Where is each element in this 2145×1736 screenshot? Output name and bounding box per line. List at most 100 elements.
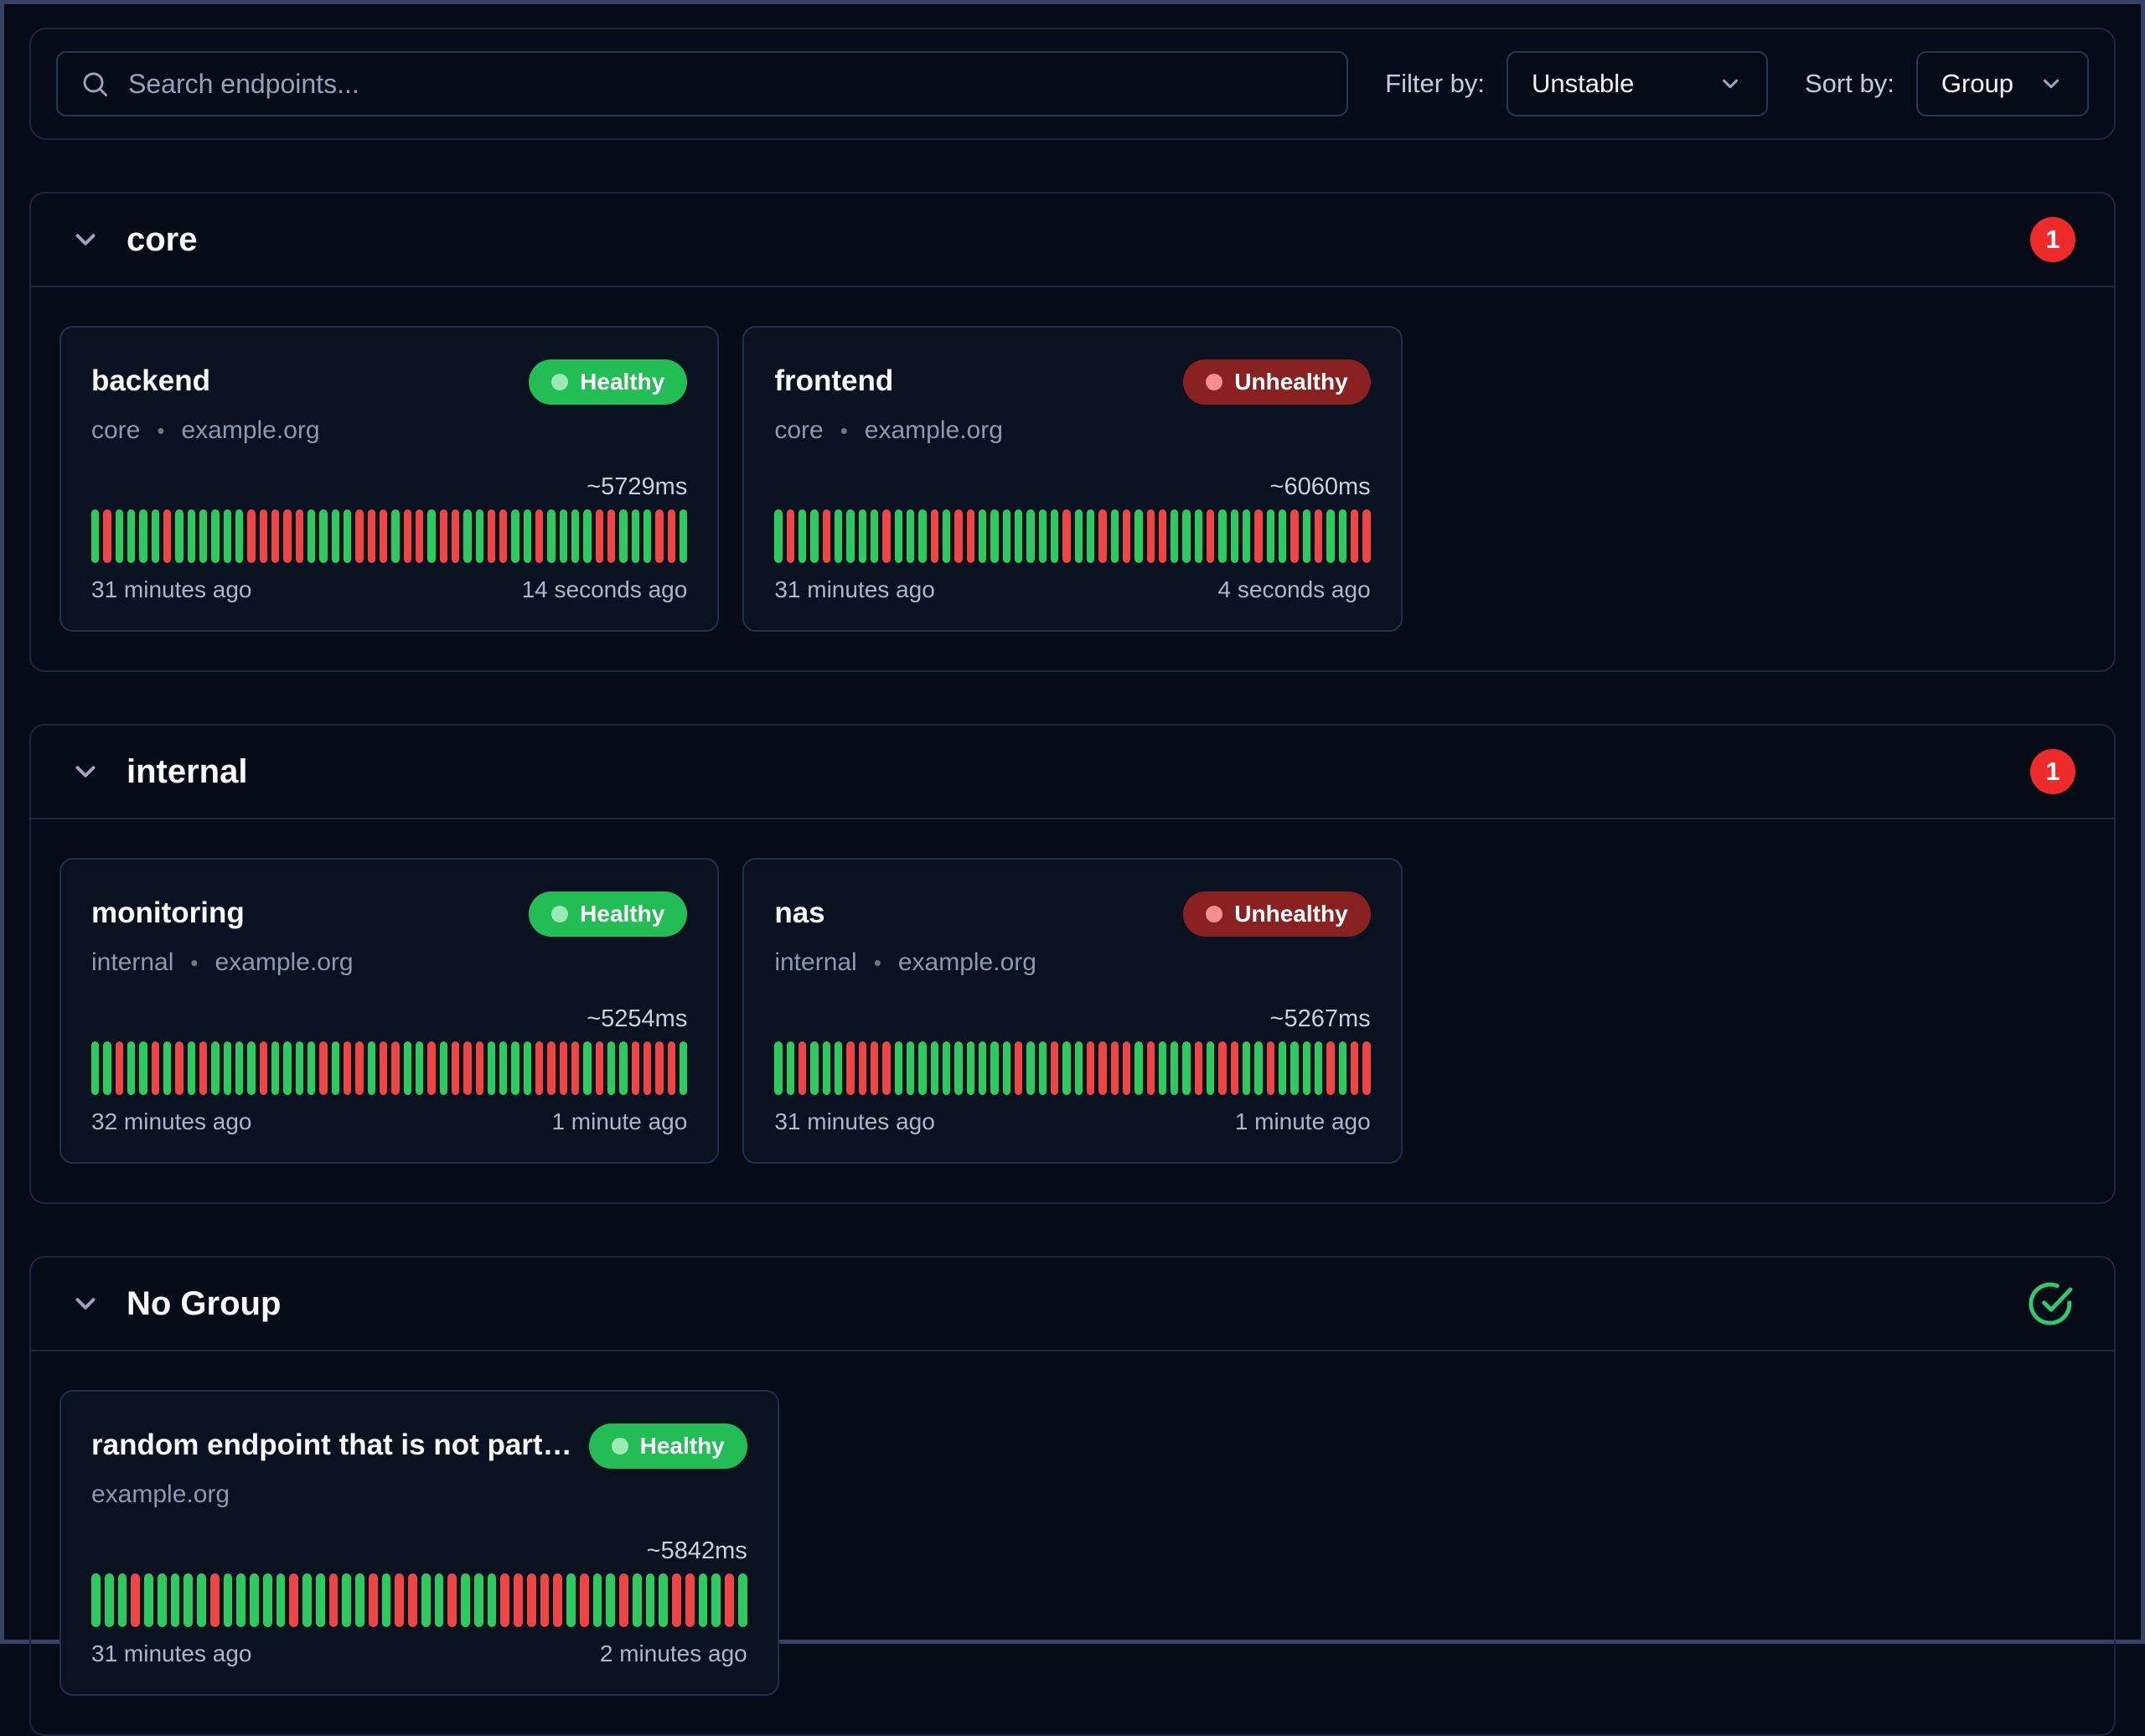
health-bar-down — [151, 1041, 159, 1095]
health-bar-up — [473, 1573, 483, 1627]
health-bar-up — [439, 1041, 447, 1095]
group-panel: core 1 backend Healthy core • example.org … — [29, 192, 2116, 672]
health-bar-up — [954, 1041, 963, 1095]
group-header[interactable]: No Group — [31, 1258, 2114, 1351]
chevron-down-icon — [75, 1298, 96, 1310]
health-bar-up — [774, 1041, 783, 1095]
endpoint-card[interactable]: frontend Unhealthy core • example.org ~606… — [742, 326, 1403, 632]
health-bar-up — [698, 1573, 708, 1627]
health-bar-up — [403, 1041, 411, 1095]
health-bar-down — [1146, 509, 1155, 563]
status-badge: Healthy — [529, 891, 688, 937]
health-bar-down — [1146, 1041, 1155, 1095]
status-badge: Unhealthy — [1183, 359, 1371, 405]
filter-select-value: Unstable — [1532, 69, 1635, 98]
status-dot-icon — [551, 374, 569, 390]
health-bar-down — [1266, 1041, 1275, 1095]
health-bar-up — [343, 509, 352, 563]
health-bar-down — [379, 509, 388, 563]
health-bar-down — [667, 509, 676, 563]
health-bar-up — [966, 1041, 974, 1095]
health-bar-down — [954, 509, 963, 563]
health-bar-up — [1326, 509, 1335, 563]
uptime-history-chart — [774, 509, 1371, 563]
health-bar-down — [391, 1041, 400, 1095]
health-bar-up — [786, 1041, 794, 1095]
health-bar-up — [487, 1573, 497, 1627]
health-bar-down — [209, 1573, 220, 1627]
search-input[interactable] — [128, 68, 1326, 100]
health-bar-down — [103, 509, 111, 563]
health-bar-up — [1315, 1041, 1323, 1095]
health-bar-up — [302, 1573, 312, 1627]
health-bar-down — [798, 1041, 807, 1095]
health-bar-up — [990, 1041, 999, 1095]
health-bar-down — [595, 1041, 604, 1095]
endpoint-card[interactable]: nas Unhealthy internal • example.org ~5267… — [742, 858, 1403, 1164]
health-bar-up — [391, 509, 400, 563]
newest-timestamp: 1 minute ago — [551, 1108, 688, 1134]
meta-part: core — [91, 416, 141, 444]
filter-select[interactable]: Unstable — [1507, 51, 1768, 116]
history-range: 31 minutes ago 4 seconds ago — [774, 576, 1370, 603]
health-bar-down — [319, 1041, 328, 1095]
health-bar-up — [1038, 509, 1047, 563]
health-bar-down — [966, 509, 974, 563]
health-bar-down — [930, 509, 938, 563]
group-panel: internal 1 monitoring Healthy internal • e… — [29, 724, 2116, 1204]
health-bar-down — [1122, 509, 1131, 563]
health-bar-up — [547, 509, 556, 563]
newest-timestamp: 14 seconds ago — [521, 576, 688, 602]
meta-part: example.org — [181, 416, 320, 444]
health-bar-up — [978, 509, 987, 563]
sort-select-value: Group — [1941, 69, 2013, 98]
chevron-down-icon — [1722, 79, 1739, 89]
meta-part: example.org — [864, 416, 1003, 444]
health-bar-up — [644, 509, 652, 563]
endpoint-card-header: monitoring Healthy — [91, 891, 688, 937]
endpoint-name: frontend — [774, 364, 894, 397]
history-range: 32 minutes ago 1 minute ago — [91, 1108, 687, 1135]
health-bar-up — [421, 1573, 431, 1627]
health-bar-up — [1110, 509, 1119, 563]
endpoint-card[interactable]: random endpoint that is not part… Health… — [59, 1390, 779, 1696]
health-bar-up — [1338, 1041, 1347, 1095]
health-bar-up — [163, 1041, 172, 1095]
health-bar-up — [1302, 509, 1311, 563]
uptime-history-chart — [774, 1041, 1371, 1095]
health-bar-up — [247, 1041, 256, 1095]
health-bar-down — [579, 1573, 589, 1627]
health-bar-down — [655, 509, 664, 563]
latency-label: ~5729ms — [587, 473, 688, 500]
status-badge: Healthy — [529, 359, 688, 405]
endpoint-card[interactable]: monitoring Healthy internal • example.org … — [59, 858, 720, 1164]
group-header[interactable]: internal 1 — [31, 726, 2114, 819]
sort-select[interactable]: Group — [1915, 51, 2089, 116]
meta-part: internal — [774, 948, 857, 976]
health-bar-down — [822, 509, 830, 563]
search-icon — [83, 72, 107, 96]
health-bar-down — [619, 1573, 628, 1627]
health-bar-up — [798, 509, 807, 563]
health-bar-up — [91, 1573, 101, 1627]
health-bar-up — [236, 1573, 246, 1627]
endpoint-card[interactable]: backend Healthy core • example.org ~5729ms… — [59, 326, 720, 632]
health-bar-up — [631, 509, 640, 563]
health-bar-up — [774, 509, 783, 563]
health-bar-down — [1086, 1041, 1095, 1095]
health-bar-up — [583, 509, 592, 563]
endpoint-meta: example.org — [91, 1480, 747, 1509]
group-header[interactable]: core 1 — [31, 194, 2114, 287]
search-box[interactable] — [56, 51, 1349, 116]
health-bar-down — [368, 1573, 378, 1627]
health-bar-down — [667, 1041, 676, 1095]
health-bar-up — [319, 509, 328, 563]
health-bar-up — [1218, 509, 1227, 563]
oldest-timestamp: 32 minutes ago — [91, 1108, 252, 1134]
uptime-history-chart — [91, 509, 688, 563]
history-range: 31 minutes ago 1 minute ago — [774, 1108, 1370, 1135]
health-bar-down — [115, 1041, 123, 1095]
health-bar-down — [1207, 509, 1215, 563]
health-bar-down — [395, 1573, 404, 1627]
health-bar-up — [355, 1573, 364, 1627]
